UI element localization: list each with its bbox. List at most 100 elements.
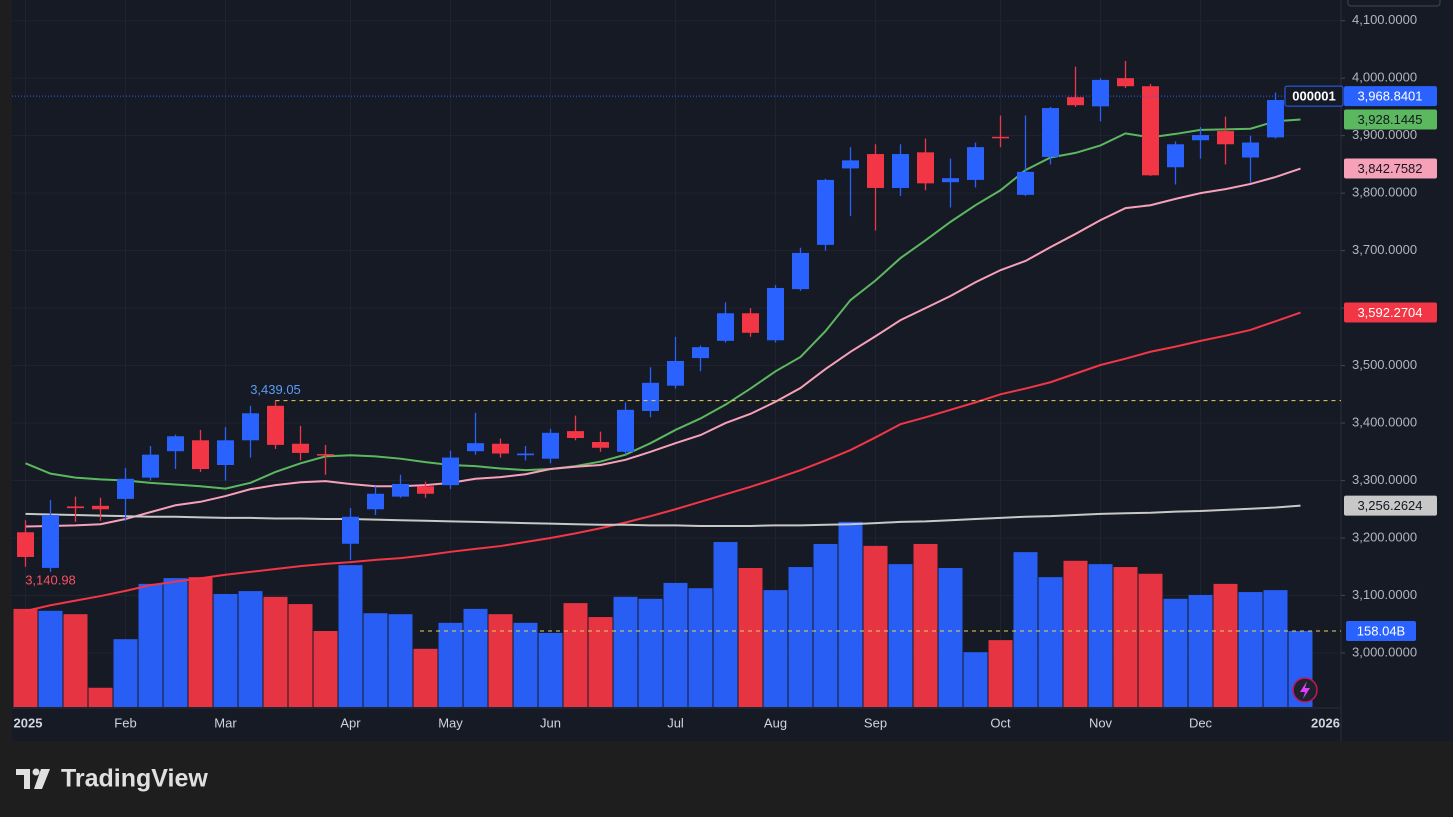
x-tick-label: 2025 bbox=[14, 715, 43, 730]
volume-bar bbox=[938, 568, 963, 707]
price-label: 3,256.2624 bbox=[1357, 498, 1422, 513]
volume-bar bbox=[563, 603, 588, 707]
candle-body bbox=[1042, 108, 1059, 157]
alert-icon-bolt bbox=[1300, 681, 1310, 699]
candle-body bbox=[1017, 171, 1034, 195]
logo-mark bbox=[34, 769, 50, 789]
top-button[interactable] bbox=[1347, 0, 1441, 7]
candle-body bbox=[42, 515, 59, 568]
candle-body bbox=[1242, 142, 1259, 158]
volume-bar bbox=[738, 568, 763, 707]
candle-body bbox=[467, 443, 484, 452]
x-tick-label: Mar bbox=[214, 715, 237, 730]
volume-bar bbox=[513, 622, 538, 707]
symbol-label: 000001 bbox=[1292, 89, 1335, 104]
candle-body bbox=[217, 440, 234, 466]
candle-body bbox=[692, 347, 709, 359]
volume-bar bbox=[188, 577, 213, 707]
volume-bar bbox=[488, 614, 513, 707]
candle-body bbox=[917, 152, 934, 184]
volume-bar bbox=[1238, 592, 1263, 707]
price-label: 3,968.8401 bbox=[1357, 89, 1422, 104]
volume-bar bbox=[1063, 560, 1088, 707]
y-tick-label: 4,000.0000 bbox=[1352, 70, 1417, 85]
price-label: 3,592.2704 bbox=[1357, 305, 1422, 320]
volume-bar bbox=[638, 598, 663, 707]
x-tick-label: Dec bbox=[1189, 715, 1213, 730]
candle-body bbox=[1067, 97, 1084, 106]
volume-bar bbox=[963, 652, 988, 707]
volume-bar bbox=[163, 578, 188, 707]
moving-average-line bbox=[25, 311, 1301, 612]
candle-body bbox=[292, 443, 309, 453]
volume-bar bbox=[13, 608, 38, 707]
candle-body bbox=[92, 505, 109, 510]
candle-body bbox=[817, 179, 834, 245]
x-tick-label: Aug bbox=[764, 715, 787, 730]
volume-bars bbox=[13, 521, 1313, 707]
candle-body bbox=[592, 442, 609, 448]
x-tick-label: Nov bbox=[1089, 715, 1113, 730]
candle-body bbox=[967, 147, 984, 180]
price-label: 3,928.1445 bbox=[1357, 112, 1422, 127]
brand-logo: TradingView bbox=[16, 765, 208, 793]
y-tick-label: 3,500.0000 bbox=[1352, 357, 1417, 372]
volume-bar bbox=[463, 608, 488, 707]
volume-bar bbox=[88, 687, 113, 707]
y-tick-label: 3,200.0000 bbox=[1352, 529, 1417, 544]
candle-body bbox=[167, 436, 184, 452]
price-label: 3,842.7582 bbox=[1357, 161, 1422, 176]
candle-body bbox=[1267, 100, 1284, 138]
x-tick-label: Jul bbox=[667, 715, 684, 730]
symbol-label-box bbox=[1284, 85, 1344, 107]
candle-body bbox=[792, 252, 809, 290]
volume-bar bbox=[238, 591, 263, 707]
high-marker-label: 3,439.05 bbox=[250, 382, 301, 397]
candle-body bbox=[892, 154, 909, 188]
price-label-box bbox=[1344, 302, 1437, 323]
candle-body bbox=[242, 413, 259, 441]
candle-body bbox=[642, 382, 659, 411]
y-tick-label: 3,900.0000 bbox=[1352, 127, 1417, 142]
volume-bar bbox=[713, 542, 738, 707]
candle-body bbox=[67, 506, 84, 509]
volume-bar bbox=[263, 596, 288, 707]
candle-body bbox=[767, 287, 784, 341]
volume-bar bbox=[1188, 594, 1213, 707]
volume-bar bbox=[113, 639, 138, 707]
x-tick-label: Sep bbox=[864, 715, 887, 730]
y-tick-label: 4,100.0000 bbox=[1352, 12, 1417, 27]
price-label-box bbox=[1344, 495, 1437, 516]
volume-bar bbox=[663, 582, 688, 707]
volume-bar bbox=[313, 631, 338, 707]
y-tick-label: 3,400.0000 bbox=[1352, 414, 1417, 429]
candle-body bbox=[617, 409, 634, 452]
volume-bar bbox=[288, 604, 313, 707]
volume-bar bbox=[788, 567, 813, 707]
y-tick-label: 3,800.0000 bbox=[1352, 185, 1417, 200]
candle-body bbox=[717, 313, 734, 341]
volume-bar bbox=[1138, 573, 1163, 707]
moving-average-line bbox=[25, 504, 1301, 527]
volume-bar bbox=[613, 596, 638, 707]
y-tick-label: 3,700.0000 bbox=[1352, 242, 1417, 257]
candles bbox=[17, 60, 1309, 572]
volume-bar bbox=[538, 632, 563, 707]
volume-bar bbox=[1213, 583, 1238, 707]
volume-bar bbox=[363, 613, 388, 707]
candle-body bbox=[992, 136, 1009, 139]
volume-bar bbox=[1163, 598, 1188, 707]
volume-bar bbox=[63, 614, 88, 707]
volume-bar bbox=[338, 565, 363, 707]
y-tick-label: 3,300.0000 bbox=[1352, 472, 1417, 487]
overlay: 3,439.05 3,140.98 158.04B 3,968.8401 3,928.1… bbox=[12, 85, 1437, 641]
candle-body bbox=[1117, 78, 1134, 87]
candle-body bbox=[942, 178, 959, 183]
candle-body bbox=[192, 440, 209, 470]
candle-body bbox=[1217, 131, 1234, 145]
candle-body bbox=[342, 516, 359, 544]
y-tick-label: 3,000.0000 bbox=[1352, 644, 1417, 659]
volume-bar bbox=[438, 622, 463, 707]
